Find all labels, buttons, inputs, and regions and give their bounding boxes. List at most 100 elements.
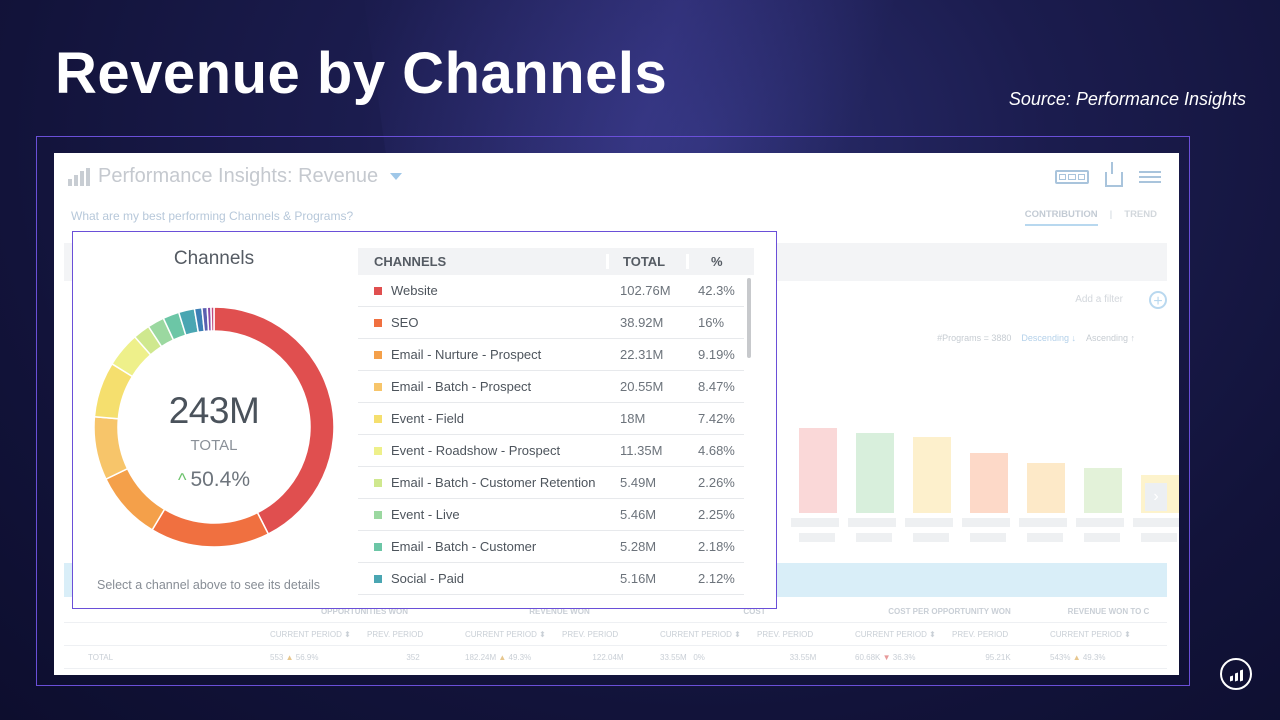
tab-trend[interactable]: TREND (1124, 209, 1157, 220)
col-header: PREV. PERIOD (367, 629, 424, 639)
sortable-header[interactable]: CURRENT PERIOD ⬍ (1050, 629, 1131, 639)
channel-row[interactable]: SEO 38.92M 16% (358, 307, 744, 339)
bar-label-placeholder (913, 533, 949, 542)
bar-label-placeholder (1027, 533, 1063, 542)
channel-cell: Email - Batch - Customer (358, 539, 606, 554)
bar-label-placeholder (1141, 533, 1177, 542)
bar-chart-icon (68, 167, 90, 186)
program-bar-chart (774, 403, 1179, 513)
channel-color-swatch (374, 510, 382, 519)
select-hint: Select a channel above to see its detail… (97, 578, 321, 592)
channel-row[interactable]: Email - Batch - Customer Retention 5.49M 2… (358, 467, 744, 499)
cell-change: 56.9% (295, 652, 319, 662)
sort-ascending[interactable]: Ascending ↑ (1085, 333, 1135, 343)
donut-slice[interactable] (151, 508, 270, 548)
channel-cell: Email - Batch - Prospect (358, 379, 606, 394)
tab-contribution[interactable]: CONTRIBUTION (1024, 209, 1098, 226)
channel-total: 5.16M (620, 571, 657, 586)
app-title: Performance Insights: Revenue (98, 165, 379, 187)
bar-label-placeholder (799, 533, 835, 542)
col-group: OPPORTUNITIES WON (320, 606, 409, 616)
program-bar[interactable] (1084, 468, 1122, 513)
channel-color-swatch (374, 286, 382, 295)
channel-cell: Email - Batch - Customer Retention (358, 475, 606, 490)
col-group: REVENUE WON (529, 606, 590, 616)
channel-row[interactable]: Website 102.76M 42.3% (358, 275, 744, 307)
channel-row[interactable]: Email - Nurture - Prospect 22.31M 9.19% (358, 339, 744, 371)
cell-value: 60.68K (855, 652, 881, 662)
channel-total: 102.76M (620, 283, 671, 298)
sortable-header[interactable]: CURRENT PERIOD ⬍ (660, 629, 741, 639)
popup-title: Channels (173, 248, 255, 269)
program-bar[interactable] (970, 453, 1008, 513)
channel-color-swatch (374, 350, 382, 359)
total-label: TOTAL (88, 652, 114, 662)
col-header: PREV. PERIOD (562, 629, 619, 639)
sliders-icon[interactable] (1139, 170, 1161, 184)
program-count: #Programs = 3880 (937, 333, 1012, 343)
channel-percent: 2.25% (698, 507, 735, 522)
bar-label-placeholder (848, 518, 896, 527)
channel-color-swatch (374, 542, 382, 551)
sortable-header[interactable]: CURRENT PERIOD ⬍ (270, 629, 351, 639)
donut-slice[interactable] (210, 306, 215, 332)
donut-total-value: 243M (168, 390, 260, 431)
channel-name: Email - Batch - Customer Retention (391, 475, 596, 490)
bar-label-placeholder (1076, 518, 1124, 527)
program-bar[interactable] (1027, 463, 1065, 513)
channel-name: Social - Paid (391, 571, 464, 586)
cell-value: 122.04M (592, 652, 624, 662)
share-icon[interactable] (1105, 162, 1123, 187)
channel-row[interactable]: Event - Field 18M 7.42% (358, 403, 744, 435)
header-toolbar (1055, 162, 1161, 187)
metrics-table: OPPORTUNITIES WON REVENUE WON COST COST … (64, 600, 1167, 669)
columns-icon[interactable] (1055, 169, 1089, 184)
chevron-right-icon[interactable]: › (1145, 483, 1167, 511)
sortable-header[interactable]: CURRENT PERIOD ⬍ (855, 629, 936, 639)
channel-total: 18M (620, 411, 646, 426)
channels-donut-chart (93, 306, 335, 548)
channel-color-swatch (374, 446, 382, 455)
header-total: TOTAL (606, 254, 686, 269)
sort-descending[interactable]: Descending ↓ (1021, 333, 1076, 343)
channel-color-swatch (374, 382, 382, 391)
channel-row[interactable]: Event - Live 5.46M 2.25% (358, 499, 744, 531)
app-question: What are my best performing Channels & P… (71, 209, 354, 223)
channel-row[interactable]: Event - Roadshow - Prospect 11.35M 4.68% (358, 435, 744, 467)
program-bar[interactable] (799, 428, 837, 513)
channel-percent: 2.12% (698, 571, 735, 586)
channel-total: 5.49M (620, 475, 657, 490)
add-filter-link[interactable]: Add a filter (1075, 294, 1123, 305)
triangle-down-icon: ▼ (882, 652, 891, 662)
channel-row[interactable]: Social - Paid 5.16M 2.12% (358, 563, 744, 595)
col-group: COST PER OPPORTUNITY WON (888, 606, 1011, 616)
channels-popup: Channels 243M TOTAL ^ 50.4% Select a chan… (72, 231, 777, 609)
scrollbar-thumb[interactable] (747, 278, 751, 358)
channel-cell: Event - Field (358, 411, 606, 426)
col-header: PREV. PERIOD (757, 629, 814, 639)
col-header: PREV. PERIOD (952, 629, 1009, 639)
channel-percent: 42.3% (698, 283, 735, 298)
donut-change: ^ 50.4% (91, 468, 337, 492)
sortable-header[interactable]: CURRENT PERIOD ⬍ (465, 629, 546, 639)
bar-label-placeholder (856, 533, 892, 542)
caret-down-icon[interactable] (390, 173, 403, 180)
channel-name: Website (391, 283, 438, 298)
channel-percent: 9.19% (698, 347, 735, 362)
channel-row[interactable]: Email - Batch - Customer 5.28M 2.18% (358, 531, 744, 563)
cell-value: 543% (1050, 652, 1071, 662)
cell-change: 36.3% (892, 652, 916, 662)
program-bar[interactable] (856, 433, 894, 513)
channel-percent: 7.42% (698, 411, 735, 426)
program-bar[interactable] (913, 437, 951, 513)
bar-label-placeholder (1019, 518, 1067, 527)
slide-title: Revenue by Channels (55, 41, 668, 106)
cell-value: 182.24M (465, 652, 497, 662)
channel-percent: 2.26% (698, 475, 735, 490)
channel-name: Event - Live (391, 507, 460, 522)
channel-row[interactable]: Email - Batch - Prospect 20.55M 8.47% (358, 371, 744, 403)
caret-up-icon: ^ (178, 470, 187, 490)
channel-total: 38.92M (620, 315, 664, 330)
add-filter-icon[interactable]: + (1149, 291, 1167, 310)
channel-color-swatch (374, 574, 382, 583)
